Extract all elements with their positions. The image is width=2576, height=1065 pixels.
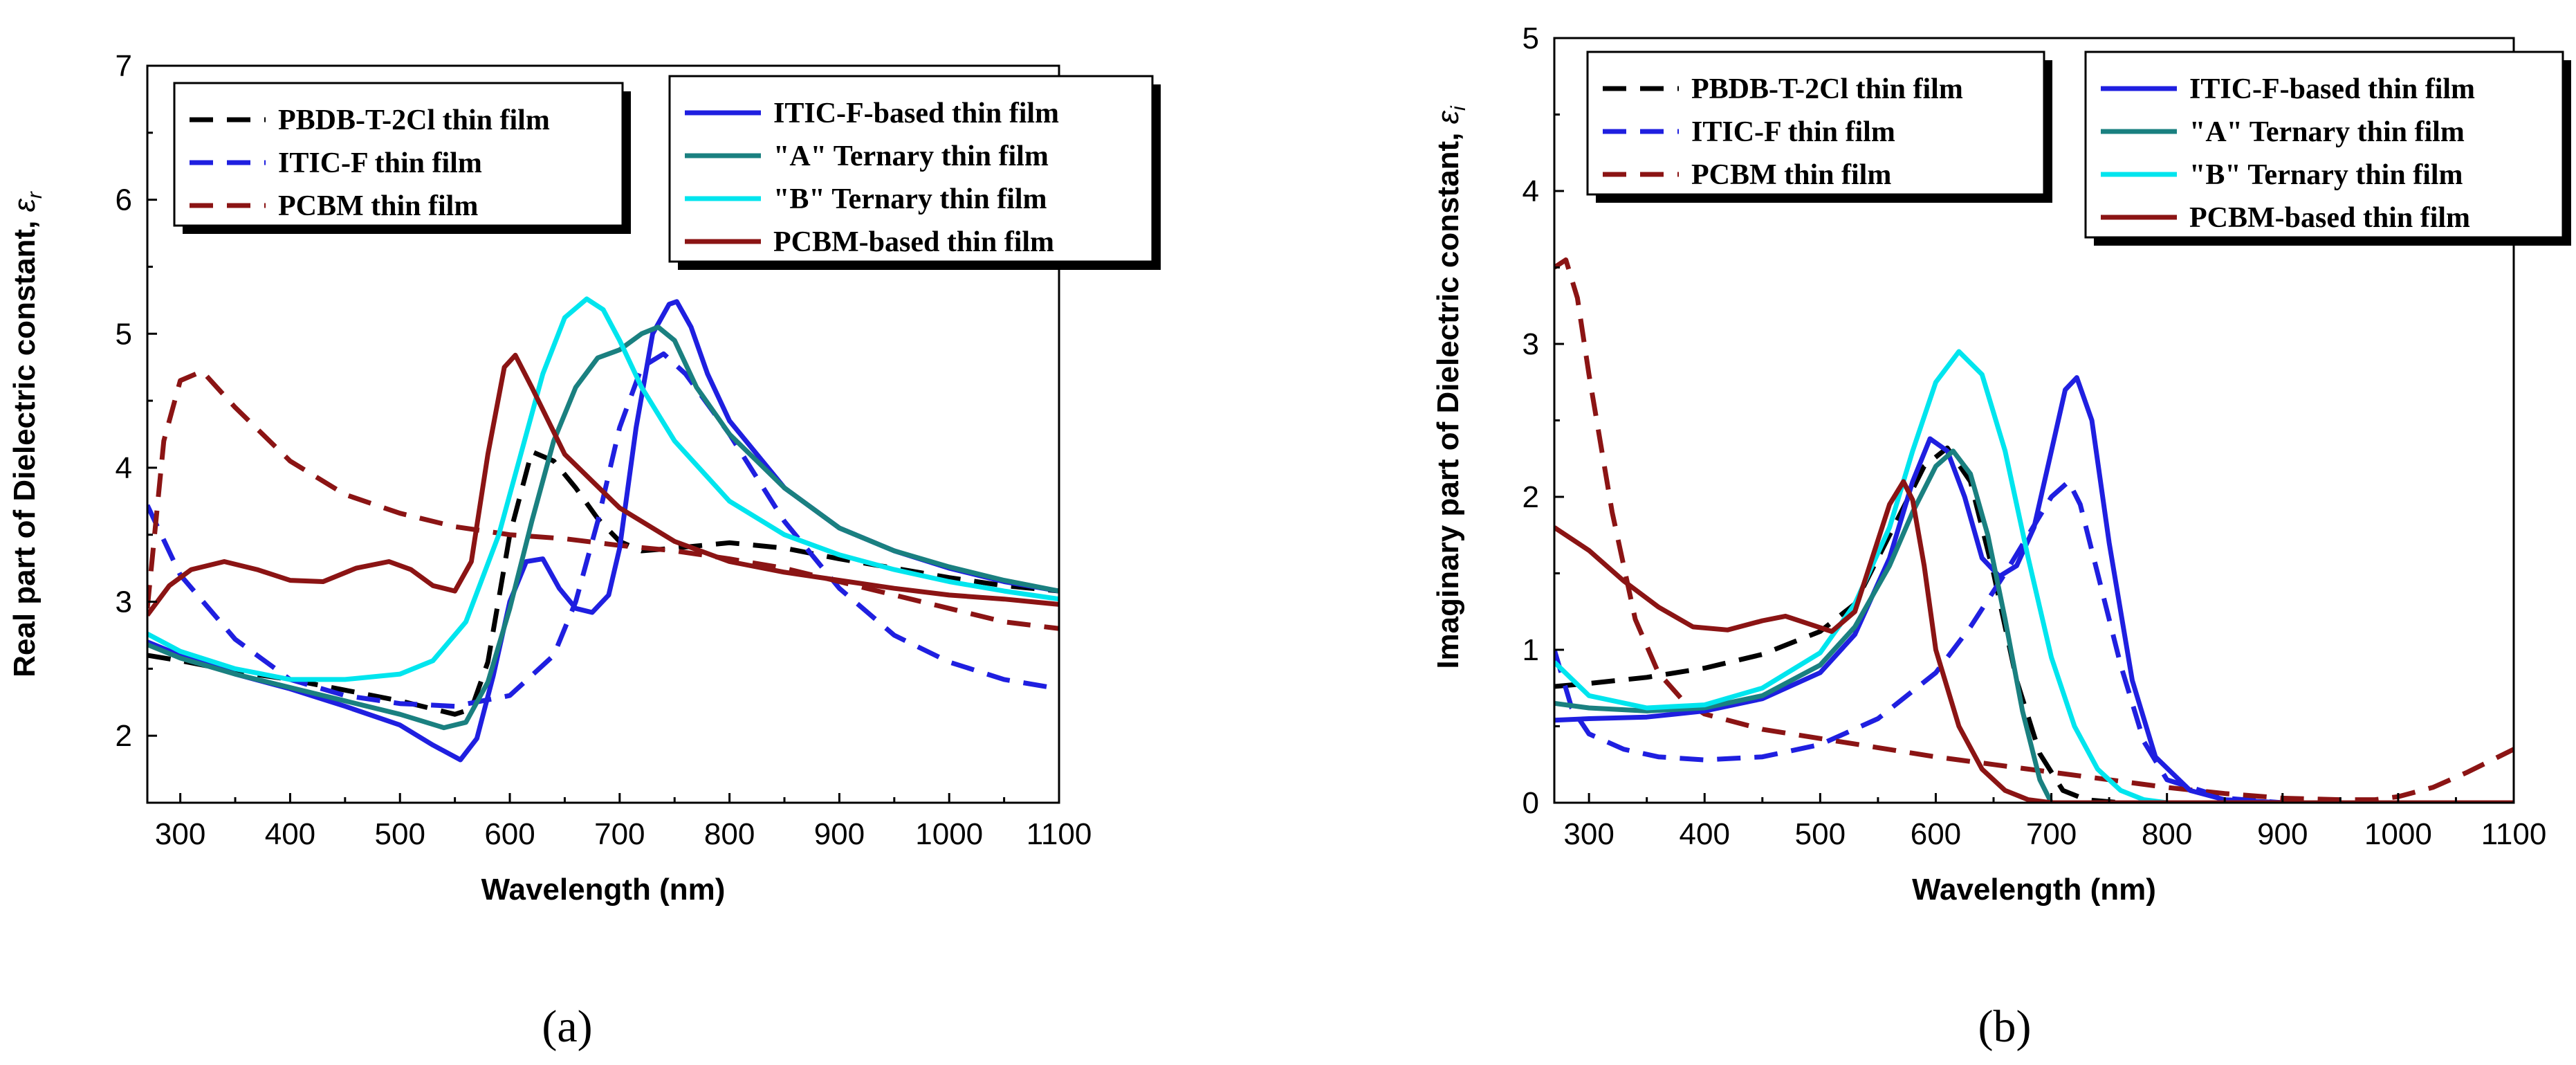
- plot-frame: [146, 64, 1060, 804]
- x-tick-label: 600: [1911, 817, 1961, 851]
- y-axis-title-text: Imaginary part of Dielectric constant,: [1431, 124, 1465, 668]
- series-line-s_pcbm: [147, 369, 1059, 631]
- y-tick-label: 6: [116, 183, 132, 217]
- y-axis-title: Imaginary part of Dielectric constant, ε…: [1431, 105, 1470, 669]
- legend-left: PBDB-T-2Cl thin film ITIC-F thin film PCBM…: [1586, 51, 2052, 203]
- x-tick-label: 1100: [2481, 817, 2547, 851]
- x-tick-label: 700: [594, 817, 645, 851]
- y-axis-title-text: Real part of Dielectric constant,: [8, 212, 42, 677]
- panel-caption: (b): [1978, 1001, 2032, 1052]
- legend-label-s_pcbmb: PCBM-based thin film: [773, 226, 1054, 258]
- y-tick-label: 1: [1522, 633, 1539, 667]
- legend-label-s_iticf: ITIC-F thin film: [1691, 116, 1895, 148]
- x-tick-label: 500: [375, 817, 425, 851]
- legend-label-s_pcbm: PCBM thin film: [278, 190, 478, 222]
- y-axis-title-subscript: i: [1447, 105, 1470, 111]
- panel-b: 300 400 500 600 700 800 900 1000 1100 0 1 2 3 4 5 Wavel…: [1431, 21, 2571, 1052]
- series-lines: [147, 296, 1059, 763]
- legend-label-s_pbdb: PBDB-T-2Cl thin film: [278, 104, 550, 136]
- legend-box: [2084, 51, 2564, 239]
- series-line-s_b: [1554, 349, 2514, 803]
- series-line-s_a: [147, 325, 1059, 731]
- y-tick-label: 4: [116, 451, 132, 485]
- y-tick-label: 5: [1522, 21, 1539, 55]
- legend-box: [1586, 51, 2045, 196]
- x-tick-label: 600: [484, 817, 535, 851]
- series-line-s_pbdb: [147, 449, 1059, 717]
- x-tick-label: 400: [265, 817, 315, 851]
- panel-a: 300 400 500 600 700 800 900 1000 1100 2 3 4 5 6 7 Wavel…: [8, 49, 1161, 1052]
- x-tick-label: 900: [2257, 817, 2308, 851]
- y-tick-label: 4: [1522, 174, 1539, 208]
- y-tick-label: 2: [1522, 480, 1539, 514]
- legend-right: ITIC-F-based thin film "A" Ternary thin f…: [2084, 51, 2571, 246]
- series-line-s_a: [1554, 448, 2514, 803]
- series-line-s_b: [147, 296, 1059, 682]
- x-tick-label: 1100: [1027, 817, 1092, 851]
- legend-label-s_pbdb: PBDB-T-2Cl thin film: [1691, 73, 1963, 105]
- y-axis-title-symbol: ε: [1431, 110, 1465, 124]
- series-line-s_iticb: [147, 299, 1059, 763]
- legend-label-s_a: "A" Ternary thin film: [773, 140, 1049, 172]
- legend-label-s_iticb: ITIC-F-based thin film: [773, 98, 1059, 129]
- panel-caption: (a): [542, 1001, 592, 1052]
- legend-label-s_a: "A" Ternary thin film: [2189, 116, 2465, 148]
- legend-right: ITIC-F-based thin film "A" Ternary thin f…: [668, 75, 1161, 270]
- x-tick-label: 1000: [915, 817, 983, 851]
- x-tick-label: 500: [1795, 817, 1846, 851]
- series-line-s_iticf: [147, 351, 1059, 709]
- x-tick-label: 900: [814, 817, 865, 851]
- y-axis-title-subscript: r: [24, 191, 46, 199]
- y-tick-label: 3: [1522, 327, 1539, 361]
- legend-label-s_pcbm: PCBM thin film: [1691, 159, 1891, 191]
- y-tick-label: 7: [116, 49, 132, 83]
- x-tick-label: 300: [155, 817, 205, 851]
- series-line-s_pcbmb: [147, 352, 1059, 617]
- series-line-s_iticb: [1554, 375, 2514, 803]
- legend-box: [668, 75, 1154, 263]
- legend-label-s_iticb: ITIC-F-based thin film: [2189, 73, 2475, 105]
- series-lines: [1554, 257, 2514, 803]
- y-tick-label: 5: [116, 317, 132, 351]
- y-tick-label: 3: [116, 585, 132, 619]
- legend-label-s_iticf: ITIC-F thin film: [278, 147, 482, 179]
- x-tick-label: 300: [1563, 817, 1614, 851]
- series-line-s_pcbmb: [1554, 479, 2514, 803]
- legend-box: [173, 82, 624, 227]
- y-axis-title-symbol: ε: [8, 198, 42, 212]
- x-tick-label: 700: [2026, 817, 2077, 851]
- legend-label-s_b: "B" Ternary thin film: [2189, 159, 2463, 191]
- x-axis-title: Wavelength (nm): [1912, 873, 2156, 907]
- x-tick-label: 1000: [2364, 817, 2432, 851]
- legend-label-s_b: "B" Ternary thin film: [773, 183, 1047, 215]
- series-line-s_pcbm: [1554, 257, 2514, 803]
- x-tick-label: 400: [1680, 817, 1730, 851]
- legend-label-s_pcbmb: PCBM-based thin film: [2189, 202, 2470, 234]
- y-tick-label: 2: [116, 719, 132, 753]
- y-tick-label: 0: [1522, 786, 1539, 820]
- y-axis-title: Real part of Dielectric constant, εr: [8, 191, 46, 677]
- x-axis-title: Wavelength (nm): [481, 873, 726, 907]
- x-tick-label: 800: [704, 817, 755, 851]
- x-tick-label: 800: [2142, 817, 2192, 851]
- legend-left: PBDB-T-2Cl thin film ITIC-F thin film PCBM…: [173, 82, 631, 234]
